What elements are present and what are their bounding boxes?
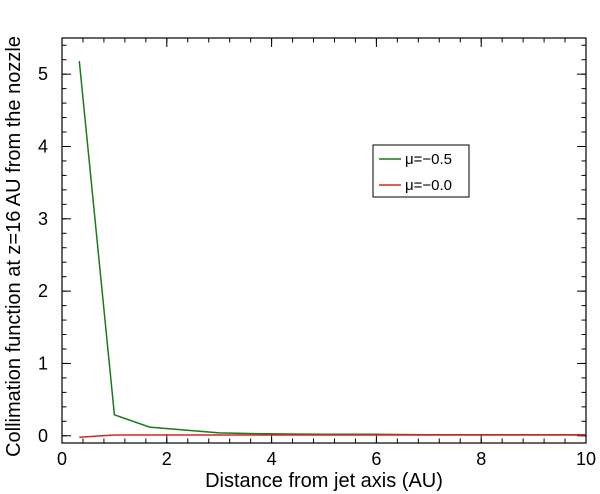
legend-box bbox=[372, 144, 470, 198]
ticks-layer bbox=[61, 38, 587, 443]
legend: μ=−0.5 μ=−0.0 bbox=[372, 144, 470, 198]
tick-labels-layer: 0 2 4 6 8 10 0 1 2 3 4 5 bbox=[38, 64, 596, 469]
x-tick-label: 0 bbox=[57, 449, 67, 469]
legend-label-1: μ=−0.0 bbox=[405, 177, 452, 194]
y-tick-label: 4 bbox=[38, 136, 48, 156]
series-line-0 bbox=[78, 61, 586, 436]
x-axis-label: Distance from jet axis (AU) bbox=[205, 470, 443, 492]
x-tick-label: 6 bbox=[371, 449, 381, 469]
series-line-1 bbox=[79, 434, 586, 438]
y-tick-label: 0 bbox=[38, 426, 48, 446]
x-tick-label: 8 bbox=[476, 449, 486, 469]
series-layer bbox=[78, 61, 586, 438]
plot-frame bbox=[61, 37, 587, 444]
x-tick-label: 2 bbox=[162, 449, 172, 469]
y-tick-label: 3 bbox=[38, 209, 48, 229]
y-axis-label: Collimation function at z=16 AU from the… bbox=[3, 36, 25, 457]
y-tick-label: 1 bbox=[38, 353, 48, 373]
y-tick-label: 2 bbox=[38, 281, 48, 301]
y-tick-label: 5 bbox=[38, 64, 48, 84]
x-tick-label: 10 bbox=[576, 449, 596, 469]
legend-label-0: μ=−0.5 bbox=[405, 151, 452, 168]
x-tick-label: 4 bbox=[267, 449, 277, 469]
